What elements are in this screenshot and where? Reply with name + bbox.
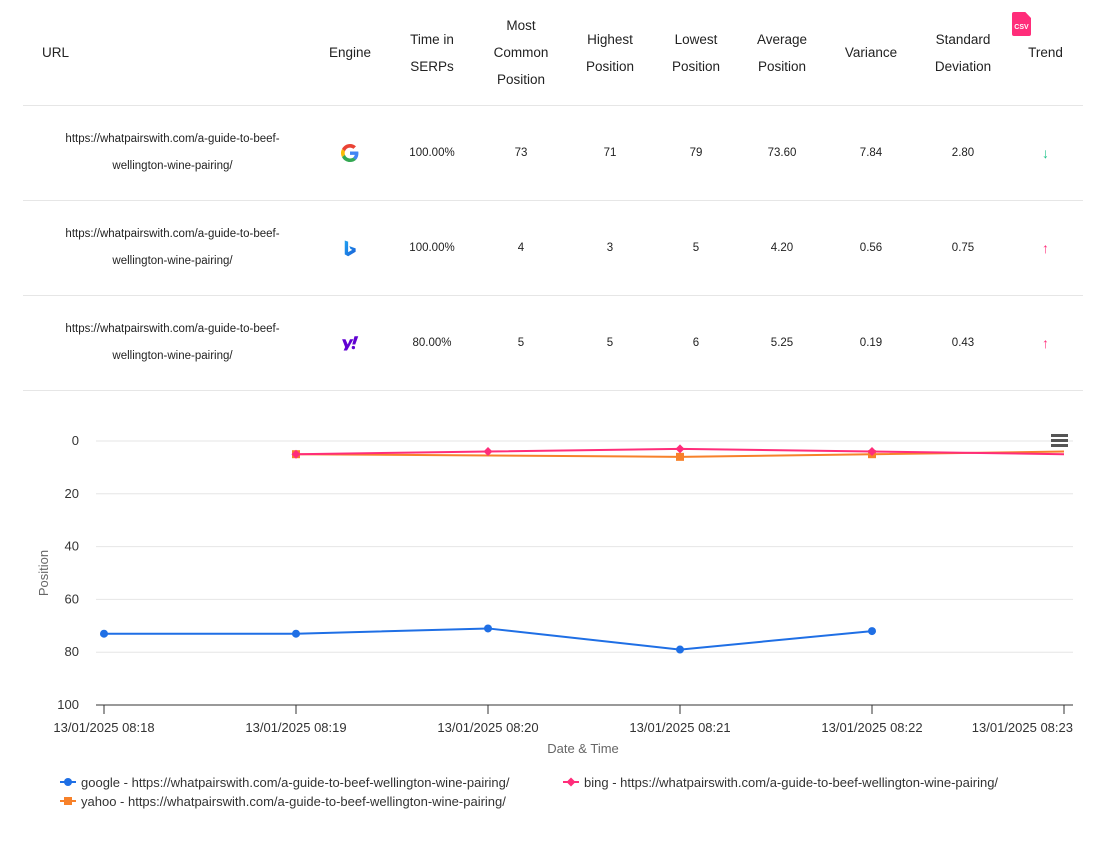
variance-cell: 0.56: [824, 200, 918, 296]
average-cell: 73.60: [740, 105, 824, 201]
legend-marker[interactable]: [566, 777, 576, 787]
header-lowest: Lowest Position: [652, 0, 740, 106]
std-dev-cell: 0.43: [918, 295, 1008, 391]
engine-cell: [310, 295, 390, 391]
x-tick-label: 13/01/2025 08:23: [972, 720, 1073, 735]
legend-marker[interactable]: [64, 778, 72, 786]
header-time-in-serps: Time in SERPs: [390, 0, 474, 106]
bing-icon: [344, 240, 356, 257]
google-icon: [341, 144, 359, 162]
time-in-serps-cell: 100.00%: [390, 200, 474, 296]
url-cell: https://whatpairswith.com/a-guide-to-bee…: [23, 105, 310, 201]
legend-label: bing - https://whatpairswith.com/a-guide…: [584, 775, 998, 790]
most-common-cell: 73: [474, 105, 568, 201]
variance-cell: 0.19: [824, 295, 918, 391]
header-variance: Variance: [824, 0, 918, 106]
x-tick-label: 13/01/2025 08:21: [629, 720, 730, 735]
trend-cell: ↑: [1008, 200, 1083, 296]
y-tick-label: 80: [65, 644, 79, 659]
table-row: https://whatpairswith.com/a-guide-to-bee…: [23, 295, 1083, 391]
lowest-cell: 79: [652, 105, 740, 201]
legend-label: yahoo - https://whatpairswith.com/a-guid…: [81, 794, 506, 809]
header-average: Average Position: [740, 0, 824, 106]
y-tick-label: 40: [65, 539, 79, 554]
highest-cell: 71: [568, 105, 652, 201]
table-header-row: URL Engine Time in SERPs Most Common Positi…: [23, 0, 1083, 106]
highest-cell: 3: [568, 200, 652, 296]
header-engine: Engine: [310, 0, 390, 106]
data-point[interactable]: [100, 629, 108, 638]
data-point[interactable]: [484, 624, 492, 633]
serp-table: URL Engine Time in SERPs Most Common Positi…: [23, 0, 1083, 391]
lowest-cell: 6: [652, 295, 740, 391]
trend-down-icon: ↓: [1042, 145, 1049, 161]
data-point[interactable]: [868, 627, 876, 636]
chart-gridlines: [96, 440, 1073, 653]
x-tick-label: 13/01/2025 08:22: [821, 720, 922, 735]
y-tick-label: 20: [65, 486, 79, 501]
data-point[interactable]: [675, 444, 685, 454]
data-point[interactable]: [867, 447, 877, 457]
most-common-cell: 5: [474, 295, 568, 391]
x-tick-label: 13/01/2025 08:18: [53, 720, 154, 735]
table-row: https://whatpairswith.com/a-guide-to-bee…: [23, 105, 1083, 201]
series-bing: [291, 444, 1065, 459]
header-url: URL: [23, 0, 310, 106]
data-point[interactable]: [676, 452, 684, 461]
trend-up-icon: ↑: [1042, 240, 1049, 256]
y-axis-title: Position: [36, 550, 51, 596]
trend-cell: ↑: [1008, 295, 1083, 391]
std-dev-cell: 0.75: [918, 200, 1008, 296]
variance-cell: 7.84: [824, 105, 918, 201]
legend-marker[interactable]: [64, 797, 72, 805]
header-most-common: Most Common Position: [474, 0, 568, 106]
most-common-cell: 4: [474, 200, 568, 296]
y-tick-label: 60: [65, 591, 79, 606]
chart-legend: google - https://whatpairswith.com/a-gui…: [60, 775, 998, 809]
legend-item[interactable]: bing - https://whatpairswith.com/a-guide…: [563, 775, 998, 790]
url-cell: https://whatpairswith.com/a-guide-to-bee…: [23, 295, 310, 391]
legend-item[interactable]: yahoo - https://whatpairswith.com/a-guid…: [60, 794, 506, 809]
average-cell: 4.20: [740, 200, 824, 296]
url-cell: https://whatpairswith.com/a-guide-to-bee…: [23, 200, 310, 296]
chart-menu-icon[interactable]: [1051, 434, 1068, 447]
legend-item[interactable]: google - https://whatpairswith.com/a-gui…: [60, 775, 510, 790]
data-point[interactable]: [483, 447, 493, 457]
y-tick-label: 0: [72, 433, 79, 448]
average-cell: 5.25: [740, 295, 824, 391]
legend-label: google - https://whatpairswith.com/a-gui…: [81, 775, 510, 790]
chart-series: [100, 444, 1065, 654]
data-point[interactable]: [676, 645, 684, 654]
data-point[interactable]: [291, 449, 301, 459]
y-tick-label: 100: [57, 697, 79, 712]
trend-cell: ↓: [1008, 105, 1083, 201]
highest-cell: 5: [568, 295, 652, 391]
x-tick-label: 13/01/2025 08:20: [437, 720, 538, 735]
table-row: https://whatpairswith.com/a-guide-to-bee…: [23, 200, 1083, 296]
lowest-cell: 5: [652, 200, 740, 296]
series-google: [100, 624, 876, 654]
x-axis: 13/01/2025 08:18 13/01/2025 08:19 13/01/20…: [53, 704, 1073, 735]
data-point[interactable]: [292, 629, 300, 638]
engine-cell: [310, 105, 390, 201]
x-tick-label: 13/01/2025 08:19: [245, 720, 346, 735]
time-in-serps-cell: 80.00%: [390, 295, 474, 391]
engine-cell: [310, 200, 390, 296]
y-axis-ticks: 0 20 40 60 80 100: [57, 433, 79, 712]
header-trend: Trend: [1008, 0, 1083, 106]
header-highest: Highest Position: [568, 0, 652, 106]
time-in-serps-cell: 100.00%: [390, 105, 474, 201]
header-std-dev: Standard Deviation: [918, 0, 1008, 106]
trend-up-icon: ↑: [1042, 335, 1049, 351]
std-dev-cell: 2.80: [918, 105, 1008, 201]
x-axis-title: Date & Time: [547, 741, 619, 756]
yahoo-icon: [342, 336, 359, 351]
